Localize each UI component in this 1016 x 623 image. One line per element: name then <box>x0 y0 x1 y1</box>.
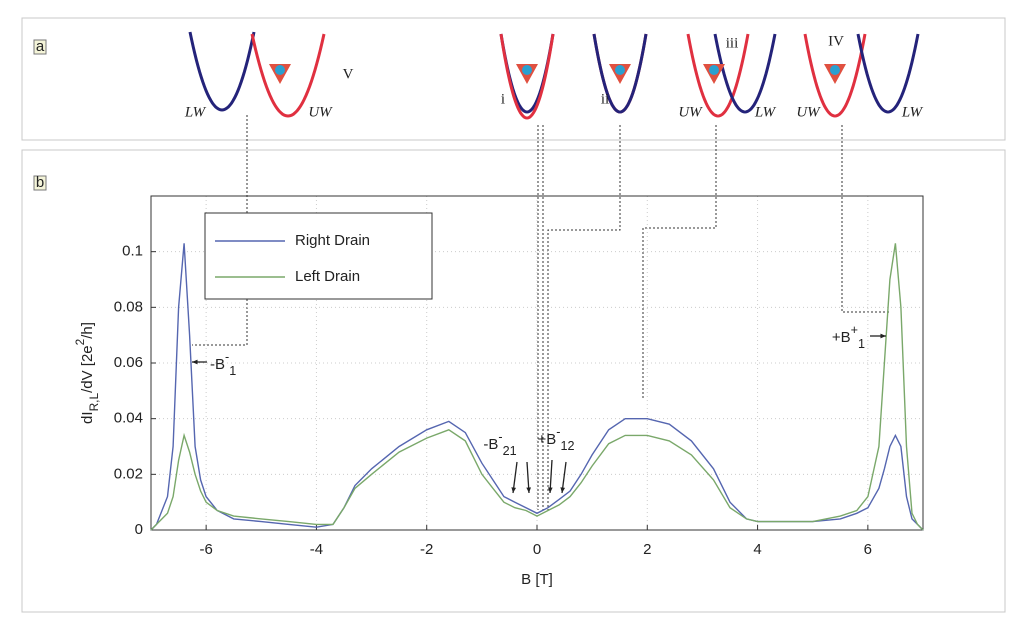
y-tick-label: 0 <box>135 521 143 538</box>
annotation-part: 12 <box>560 439 574 453</box>
series-line <box>150 243 924 531</box>
annotation: +B+1 <box>832 323 865 351</box>
connector <box>642 125 717 400</box>
x-tick-label: 4 <box>753 541 761 558</box>
annotation-part: -B <box>210 356 225 373</box>
x-tick-label: -2 <box>420 541 433 558</box>
y-tick-label: 0.04 <box>114 410 143 427</box>
annotation-part: - <box>556 425 560 439</box>
dot-core <box>615 65 625 75</box>
y-tick-label: 0.02 <box>114 465 143 482</box>
x-tick-label: -6 <box>199 541 212 558</box>
diagram-label: LW <box>901 104 924 120</box>
diagram-label: IV <box>828 33 844 49</box>
annotation: -B-21 <box>483 430 516 458</box>
arrow-head <box>560 487 566 493</box>
annotation-part: -B <box>483 436 498 453</box>
legend-label: Left Drain <box>295 268 360 285</box>
band-curve <box>188 31 256 112</box>
diagram-label: ii <box>601 91 609 107</box>
dot-core <box>275 65 285 75</box>
arrow-head <box>880 333 886 339</box>
y-axis-label-part: 2 <box>73 338 87 345</box>
annotation: -B-1 <box>210 350 236 378</box>
arrow-head <box>548 487 553 493</box>
dot-core <box>522 65 532 75</box>
annotation-part: 21 <box>503 444 517 458</box>
panel-label-box <box>33 175 47 191</box>
connector <box>841 125 890 313</box>
band-curve <box>250 33 326 118</box>
x-tick-label: 0 <box>533 541 541 558</box>
band-curve <box>803 33 867 118</box>
panel-label-box <box>33 39 47 55</box>
y-tick-label: 0.1 <box>122 243 143 260</box>
dot-core <box>830 65 840 75</box>
diagram-label: UW <box>796 104 821 120</box>
connector <box>192 115 248 346</box>
panel-label: b <box>36 174 44 191</box>
y-axis-label-part: R,L <box>87 393 101 412</box>
arrow-head <box>526 487 531 493</box>
y-axis-label-part: dI <box>79 411 96 424</box>
y-tick-label: 0.06 <box>114 354 143 371</box>
arrow-head <box>192 359 198 365</box>
diagram-label: UW <box>308 104 333 120</box>
annotation-part: 1 <box>229 364 236 378</box>
x-axis-label: B [T] <box>521 571 553 588</box>
band-curve <box>686 33 750 118</box>
y-axis-label: dIR,L/dV [2e2/h] <box>73 322 101 424</box>
annotation: +B-12 <box>538 425 575 453</box>
band-curve <box>856 33 920 114</box>
annotation-part: +B <box>538 431 557 448</box>
panel-a-frame <box>21 17 1006 141</box>
annotation-part: - <box>498 430 502 444</box>
x-tick-label: 6 <box>864 541 872 558</box>
annotation-part: 1 <box>858 337 865 351</box>
annotation-part: +B <box>832 329 851 346</box>
diagram-label: UW <box>678 104 703 120</box>
diagram-label: LW <box>184 104 207 120</box>
legend-box <box>204 212 433 300</box>
band-curve <box>499 33 555 120</box>
annotation-part: - <box>225 350 229 364</box>
x-tick-label: 2 <box>643 541 651 558</box>
diagram-label: iii <box>726 35 739 51</box>
dot-core <box>709 65 719 75</box>
band-curve <box>713 33 777 114</box>
series-line <box>150 243 924 531</box>
band-curve <box>592 33 648 114</box>
connector <box>547 125 621 510</box>
annotation-part: + <box>851 323 858 337</box>
y-axis-label-part: /h] <box>79 322 96 339</box>
plot-frame <box>150 195 924 531</box>
arrow-head <box>511 487 517 493</box>
diagram-label: V <box>343 66 354 82</box>
x-tick-label: -4 <box>310 541 323 558</box>
panel-label: a <box>36 38 45 55</box>
diagram-label: i <box>501 91 505 107</box>
diagram-label: LW <box>754 104 777 120</box>
y-axis-label-part: /dV [2e <box>79 345 96 393</box>
panel-b-frame <box>21 149 1006 613</box>
legend-label: Right Drain <box>295 232 370 249</box>
y-tick-label: 0.08 <box>114 298 143 315</box>
